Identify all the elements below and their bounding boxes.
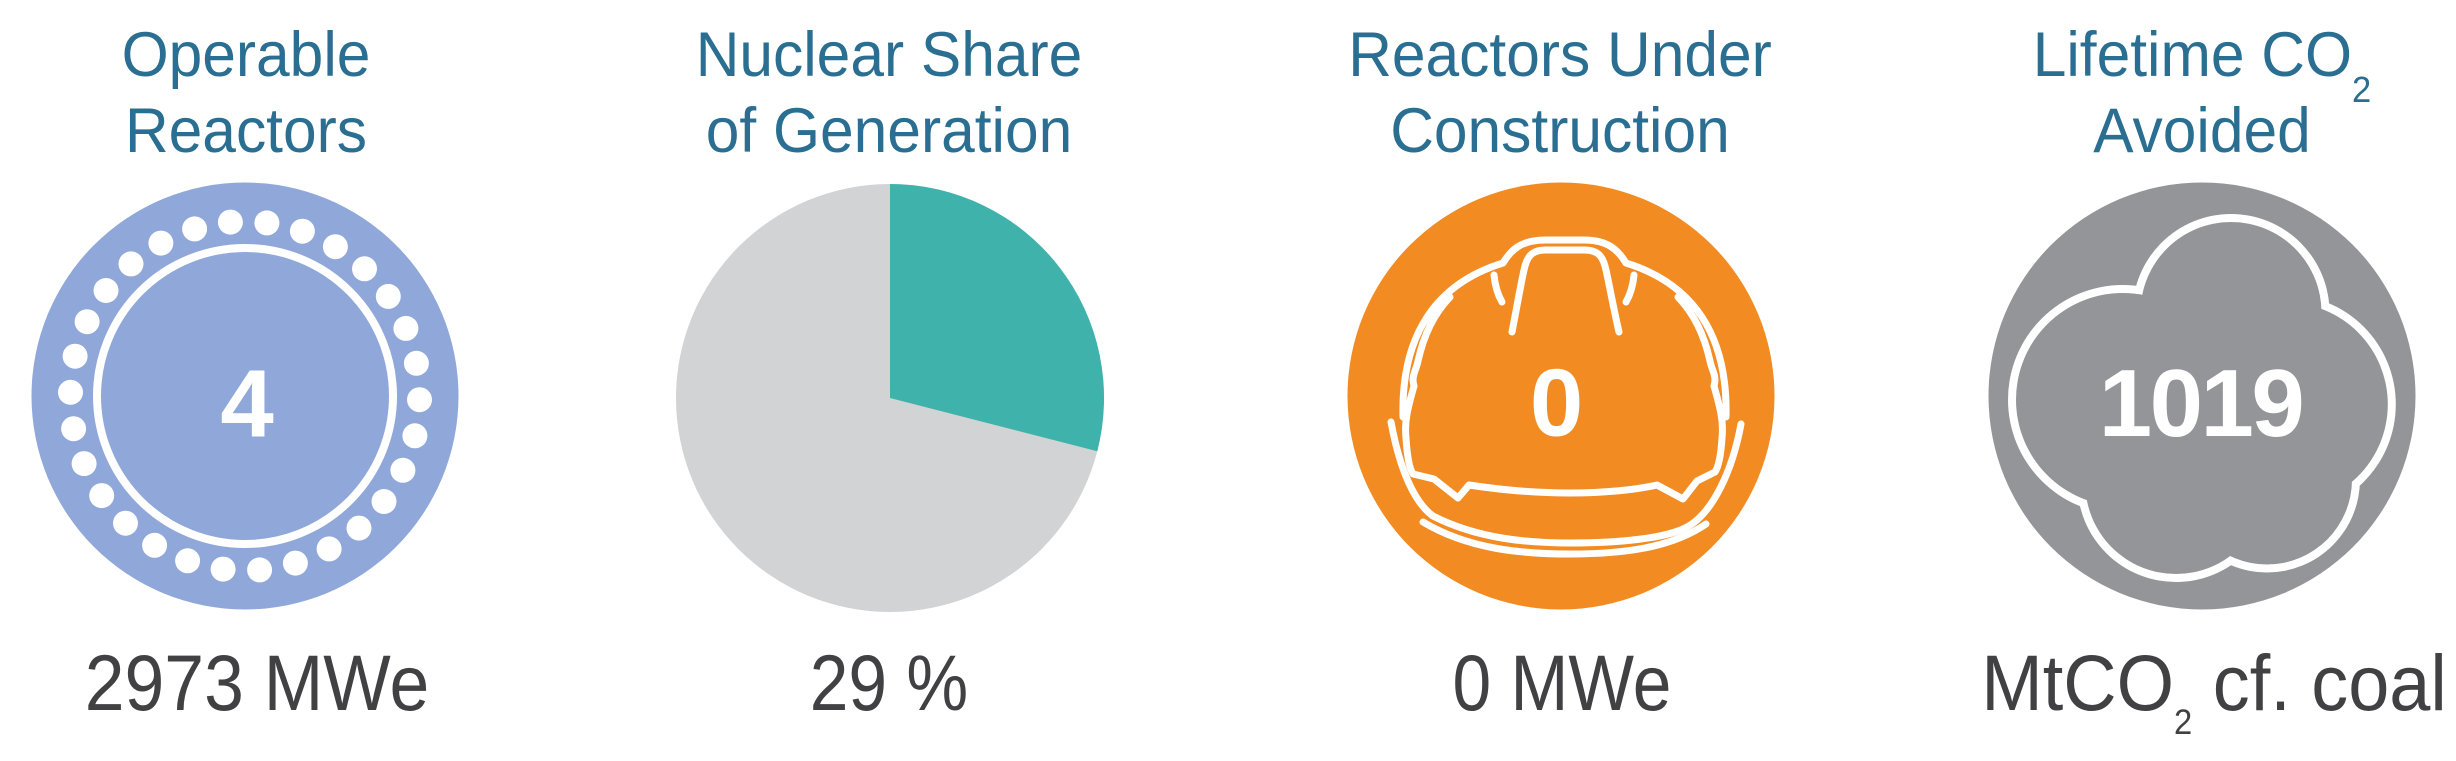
svg-text:4: 4	[220, 351, 273, 458]
svg-text:1019: 1019	[2099, 350, 2303, 457]
svg-text:0: 0	[1530, 350, 1583, 457]
